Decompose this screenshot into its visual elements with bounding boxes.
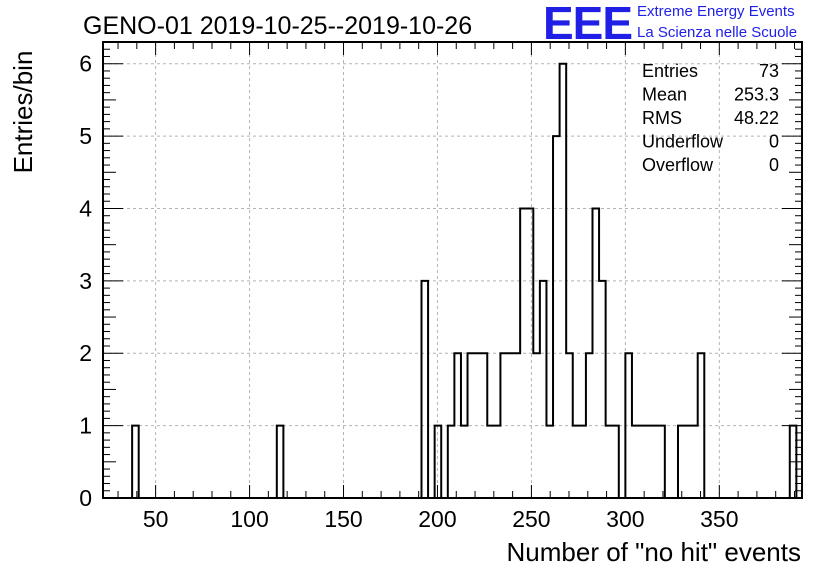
stats-label: Mean bbox=[642, 85, 687, 105]
y-tick-label: 3 bbox=[79, 268, 92, 294]
y-tick-label: 2 bbox=[79, 340, 92, 366]
chart-title: GENO-01 2019-10-25--2019-10-26 bbox=[83, 12, 472, 40]
x-tick-label: 300 bbox=[606, 506, 644, 532]
x-tick-label: 250 bbox=[512, 506, 550, 532]
plot-frame bbox=[102, 41, 803, 499]
stats-value: 253.3 bbox=[734, 85, 779, 105]
stats-label: Overflow bbox=[642, 155, 714, 175]
x-tick-label: 100 bbox=[230, 506, 268, 532]
grid-lines bbox=[103, 42, 802, 498]
stats-value: 48.22 bbox=[734, 108, 779, 128]
y-tick-label: 6 bbox=[79, 51, 92, 77]
eee-logo-mark: EEE bbox=[543, 0, 633, 49]
y-tick-label: 4 bbox=[79, 195, 92, 221]
x-tick-labels: 50 100 150 200 250 300 350 bbox=[143, 506, 739, 532]
stats-label: RMS bbox=[642, 108, 682, 128]
x-axis-label: Number of "no hit" events bbox=[507, 537, 802, 567]
stats-label: Entries bbox=[642, 61, 698, 81]
stats-value: 0 bbox=[769, 155, 779, 175]
y-axis-label: Entries/bin bbox=[8, 51, 38, 174]
stats-label: Underflow bbox=[642, 132, 724, 152]
eee-logo-line1: Extreme Energy Events bbox=[637, 3, 795, 20]
stats-value: 73 bbox=[759, 61, 779, 81]
stats-box: Entries 73 Mean 253.3 RMS 48.22 Underflow 0 Over… bbox=[642, 61, 779, 175]
x-tick-label: 200 bbox=[418, 506, 456, 532]
y-tick-label: 5 bbox=[79, 123, 92, 149]
x-tick-label: 150 bbox=[324, 506, 362, 532]
x-tick-label: 350 bbox=[700, 506, 738, 532]
axis-ticks bbox=[103, 42, 802, 499]
eee-logo-line2: La Scienza nelle Scuole bbox=[637, 24, 798, 41]
y-tick-label: 1 bbox=[79, 413, 92, 439]
y-tick-label: 0 bbox=[79, 485, 92, 511]
y-tick-labels: 0 1 2 3 4 5 6 bbox=[79, 51, 92, 511]
x-tick-label: 50 bbox=[143, 506, 169, 532]
stats-value: 0 bbox=[769, 132, 779, 152]
